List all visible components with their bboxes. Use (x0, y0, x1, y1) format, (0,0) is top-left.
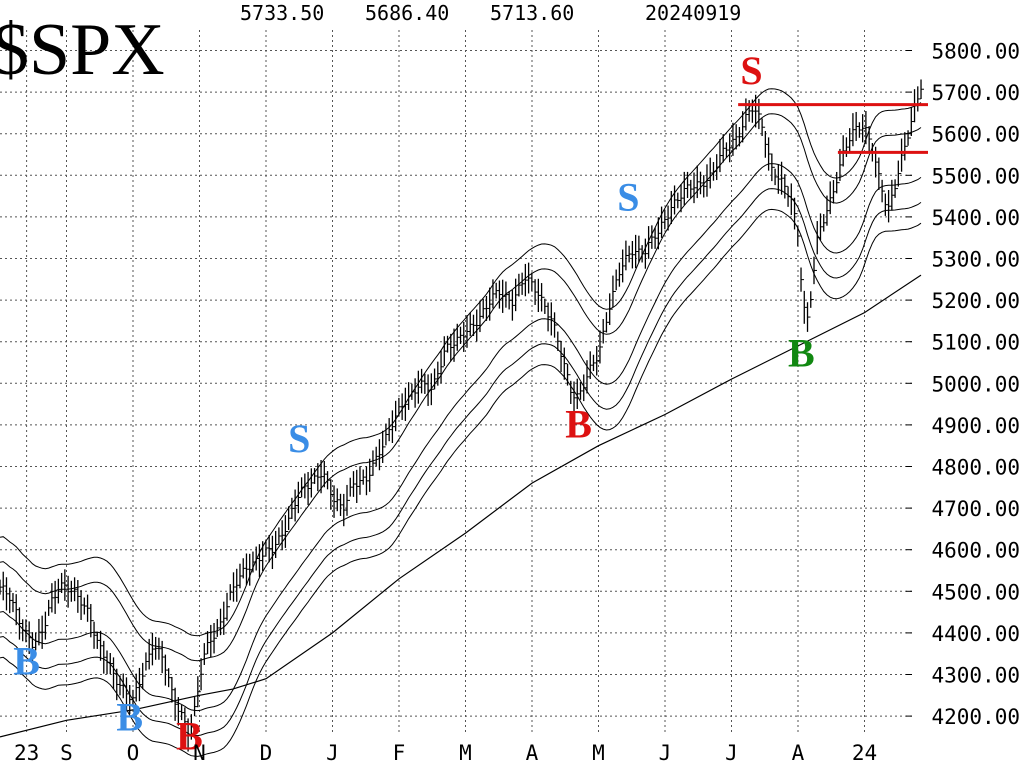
y-tick-label: 5600.00 (931, 123, 1020, 147)
buy-signal-marker: B (13, 639, 40, 684)
resistance-lines (738, 103, 928, 154)
header-close: 5713.60 (490, 1, 574, 25)
y-tick-label: 4700.00 (931, 497, 1020, 521)
x-tick-label: O (127, 741, 140, 764)
y-tick-label: 5200.00 (931, 289, 1020, 313)
y-tick-label: 5800.00 (931, 40, 1020, 64)
y-tick-label: 4200.00 (931, 705, 1020, 729)
x-tick-label: F (393, 741, 406, 764)
y-tick-label: 5300.00 (931, 248, 1020, 272)
envelope-band-line (0, 188, 922, 737)
x-tick-label: J (326, 741, 339, 764)
y-tick-label: 5000.00 (931, 372, 1020, 396)
x-tick-label: N (193, 741, 206, 764)
x-tick-label: J (659, 741, 672, 764)
grid (0, 30, 912, 735)
x-tick-label: A (526, 741, 539, 764)
y-tick-label: 4400.00 (931, 622, 1020, 646)
envelope-band-line (0, 88, 922, 637)
buy-signal-marker: B (788, 331, 815, 376)
x-tick-label: J (725, 741, 738, 764)
header-low: 5686.40 (365, 1, 449, 25)
y-tick-label: 4800.00 (931, 456, 1020, 480)
y-tick-label: 5100.00 (931, 331, 1020, 355)
y-tick-label: 5400.00 (931, 206, 1020, 230)
x-tick-label: M (592, 741, 605, 764)
envelope-bands (0, 88, 922, 757)
y-tick-label: 4300.00 (931, 664, 1020, 688)
symbol-title: $SPX (0, 9, 165, 91)
buy-signal-marker: B (565, 401, 592, 446)
y-tick-label: 4500.00 (931, 580, 1020, 604)
buy-signal-marker: B (116, 695, 143, 740)
envelope-band-line (0, 163, 922, 712)
x-tick-label: A (792, 741, 805, 764)
buy-signal-marker: B (176, 713, 203, 758)
envelope-band-line (0, 208, 922, 757)
x-tick-label: S (60, 741, 73, 764)
x-tick-label: M (459, 741, 472, 764)
chart-header: $SPX 5733.50 5686.40 5713.60 20240919 (0, 1, 741, 91)
price-bars (0, 79, 925, 752)
y-tick-label: 5700.00 (931, 81, 1020, 105)
y-tick-label: 5500.00 (931, 164, 1020, 188)
y-tick-label: 4900.00 (931, 414, 1020, 438)
moving-average-path (0, 274, 922, 738)
y-tick-label: 4600.00 (931, 539, 1020, 563)
sell-signal-marker: S (288, 416, 310, 461)
sell-signal-marker: S (740, 48, 762, 93)
y-axis-labels: 5800.00 5700.00 5600.00 5500.00 5400.00 5300.… (906, 40, 1020, 729)
x-tick-label: 23 (14, 741, 39, 764)
x-tick-label: 24 (852, 741, 877, 764)
header-date: 20240919 (645, 1, 741, 25)
sell-signal-marker: S (617, 175, 639, 220)
x-tick-label: D (260, 741, 273, 764)
header-high: 5733.50 (240, 1, 324, 25)
x-axis-labels: 23 S O N D J F M A M J J A 24 (14, 741, 877, 764)
envelope-band-line (0, 113, 922, 662)
moving-average-line (0, 274, 922, 738)
